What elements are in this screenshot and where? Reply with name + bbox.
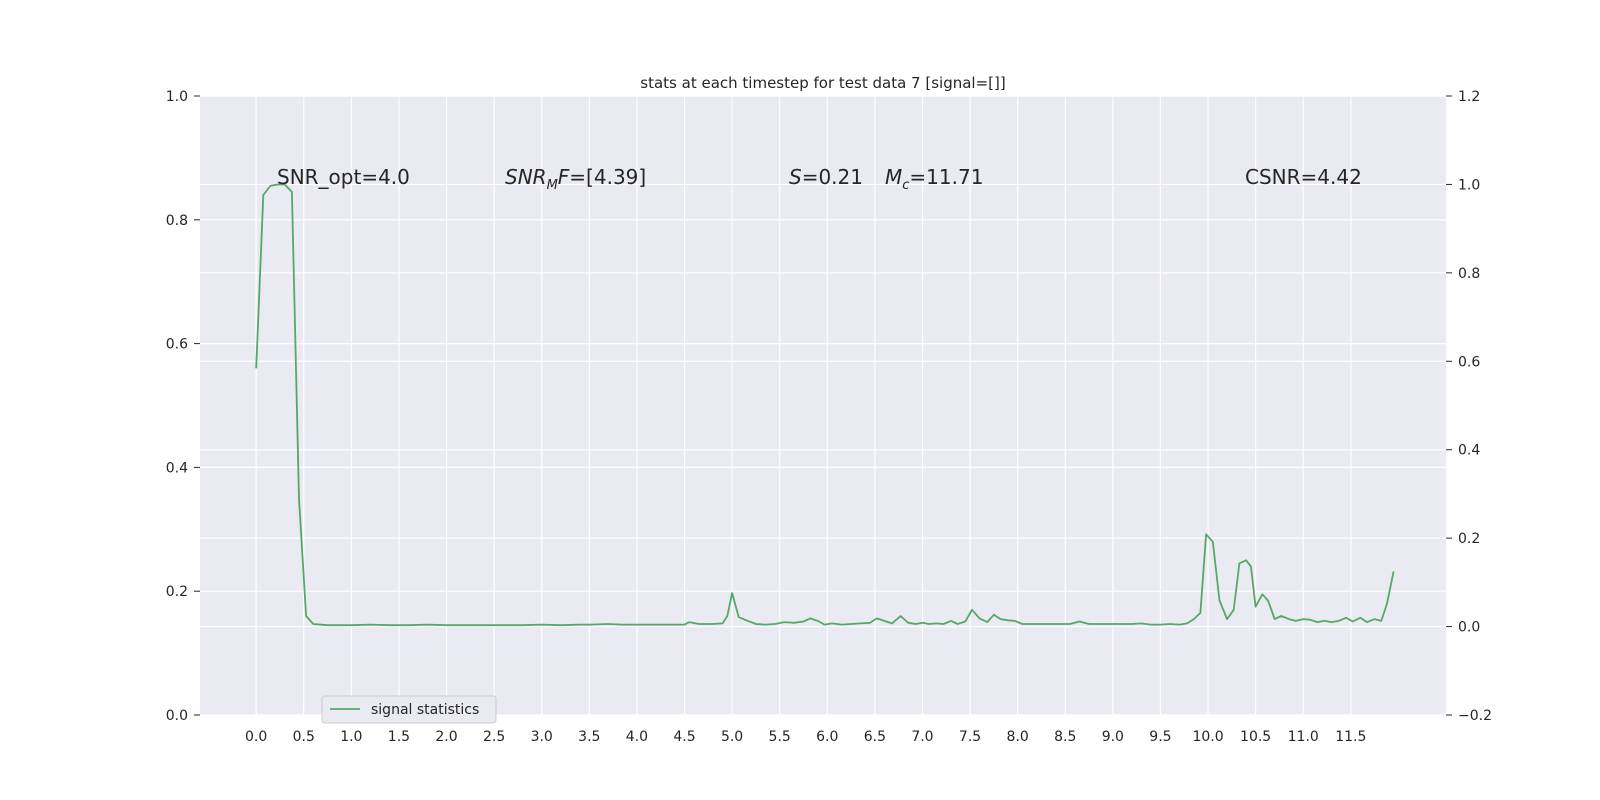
x-tick-label: 6.5 — [864, 729, 886, 745]
plot-background — [200, 96, 1446, 715]
x-tick-label: 11.0 — [1288, 729, 1319, 745]
x-tick-label: 7.0 — [911, 729, 933, 745]
annotation-s: S=0.21 — [789, 165, 863, 189]
y2-tick-label: 0.6 — [1458, 354, 1480, 370]
y2-tick-label: 1.2 — [1458, 89, 1480, 105]
series-layer — [255, 183, 1395, 627]
y-tick-label: 0.0 — [166, 708, 188, 724]
annotation-snr-mf-f: F — [558, 165, 570, 189]
right-y-axis: −0.2 0.0 0.2 0.4 0.6 0.8 1.0 1.2 — [1446, 89, 1492, 724]
y2-tick-label: 0.4 — [1458, 443, 1480, 459]
x-tick-label: 8.0 — [1007, 729, 1029, 745]
annotation-mc-main: M — [885, 165, 902, 189]
y2-tick-label: 1.0 — [1458, 177, 1480, 193]
x-tick-label: 10.0 — [1192, 729, 1223, 745]
annotation-mc: Mc=11.71 — [885, 165, 983, 193]
grid — [200, 95, 1446, 716]
x-tick-label: 1.0 — [340, 729, 362, 745]
x-tick-label: 4.5 — [673, 729, 695, 745]
annotation-snr-mf-tail: F=[4.39] — [558, 165, 646, 189]
annotation-s-value: =0.21 — [802, 165, 863, 189]
annotation-snr-mf-sub: M — [547, 178, 558, 193]
x-tick-label: 4.0 — [626, 729, 648, 745]
x-tick-label: 3.5 — [578, 729, 600, 745]
annotation-s-symbol: S — [789, 165, 802, 189]
x-tick-label: 3.0 — [531, 729, 553, 745]
annotation-csnr: CSNR=4.42 — [1245, 165, 1362, 189]
x-tick-label: 0.0 — [245, 729, 267, 745]
legend-label: signal statistics — [371, 702, 479, 718]
y-tick-label: 0.8 — [166, 213, 188, 229]
y2-tick-label: −0.2 — [1458, 708, 1492, 724]
legend-box — [321, 695, 497, 724]
annotation-snr-opt: SNR_opt=4.0 — [277, 165, 410, 189]
x-tick-label: 5.0 — [721, 729, 743, 745]
x-tick-label: 8.5 — [1054, 729, 1076, 745]
x-axis: 0.0 0.5 1.0 1.5 2.0 2.5 3.0 3.5 4.0 4.5 5.0 5.5 6.0 6… — [245, 729, 1366, 745]
y2-tick-label: 0.8 — [1458, 266, 1480, 282]
x-tick-label: 5.5 — [769, 729, 791, 745]
chart-title: stats at each timestep for test data 7 [… — [640, 74, 1005, 92]
series-line-signal-statistics — [255, 183, 1395, 627]
left-y-axis: 0.0 0.2 0.4 0.6 0.8 1.0 — [166, 89, 200, 724]
x-tick-label: 7.5 — [959, 729, 981, 745]
x-tick-label: 2.5 — [483, 729, 505, 745]
x-tick-label: 0.5 — [293, 729, 315, 745]
annotation-snr-mf: SNRMF=[4.39] — [505, 165, 646, 193]
x-tick-label: 9.5 — [1149, 729, 1171, 745]
x-tick-label: 11.5 — [1335, 729, 1366, 745]
y-tick-label: 0.6 — [166, 337, 188, 353]
y-tick-label: 1.0 — [166, 89, 188, 105]
x-tick-label: 1.5 — [388, 729, 410, 745]
y2-tick-label: 0.0 — [1458, 620, 1480, 636]
annotation-mc-value: =11.71 — [909, 165, 983, 189]
annotation-snr-mf-value: =[4.39] — [569, 165, 646, 189]
y2-tick-label: 0.2 — [1458, 531, 1480, 547]
annotation-snr-mf-main: SNR — [505, 165, 547, 189]
x-tick-label: 2.0 — [435, 729, 457, 745]
x-tick-label: 6.0 — [816, 729, 838, 745]
y-tick-label: 0.2 — [166, 584, 188, 600]
annotation-mc-sub: c — [902, 178, 909, 193]
x-tick-label: 9.0 — [1102, 729, 1124, 745]
legend: signal statistics — [321, 695, 497, 724]
x-tick-label: 10.5 — [1240, 729, 1271, 745]
y-tick-label: 0.4 — [166, 460, 188, 476]
